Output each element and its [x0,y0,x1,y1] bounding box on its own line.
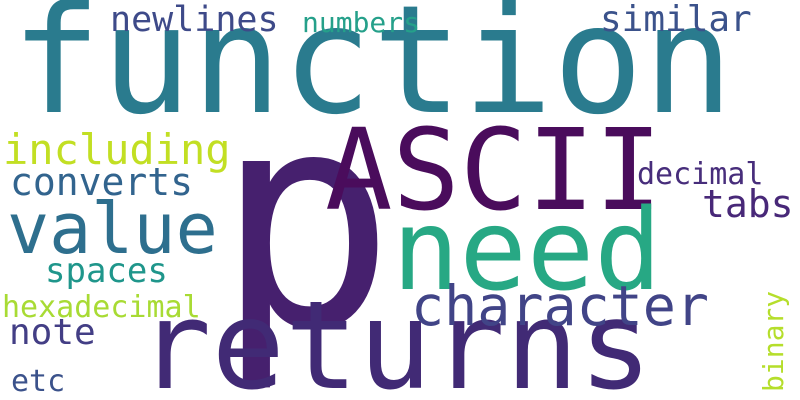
word-function: function [11,0,734,148]
word-returns: returns [138,275,653,400]
word-similar: similar [600,0,752,40]
word-value: value [7,188,218,270]
word-binary: binary [757,290,790,392]
word-decimal: decimal [637,157,764,192]
word-ascii: ASCII [325,106,663,236]
word-converts: converts [10,160,194,204]
word-tabs: tabs [702,182,794,226]
word-including: including [3,125,231,174]
word-numbers: numbers [302,6,421,39]
word-hexadecimal: hexadecimal [2,290,201,325]
word-need: need [392,186,662,316]
word-newlines: newlines [110,0,279,40]
word-note: note [9,312,96,353]
word-spaces: spaces [45,251,168,291]
word-p: p [215,47,396,396]
word-character: character [411,274,710,338]
word-etc: etc [11,364,66,399]
